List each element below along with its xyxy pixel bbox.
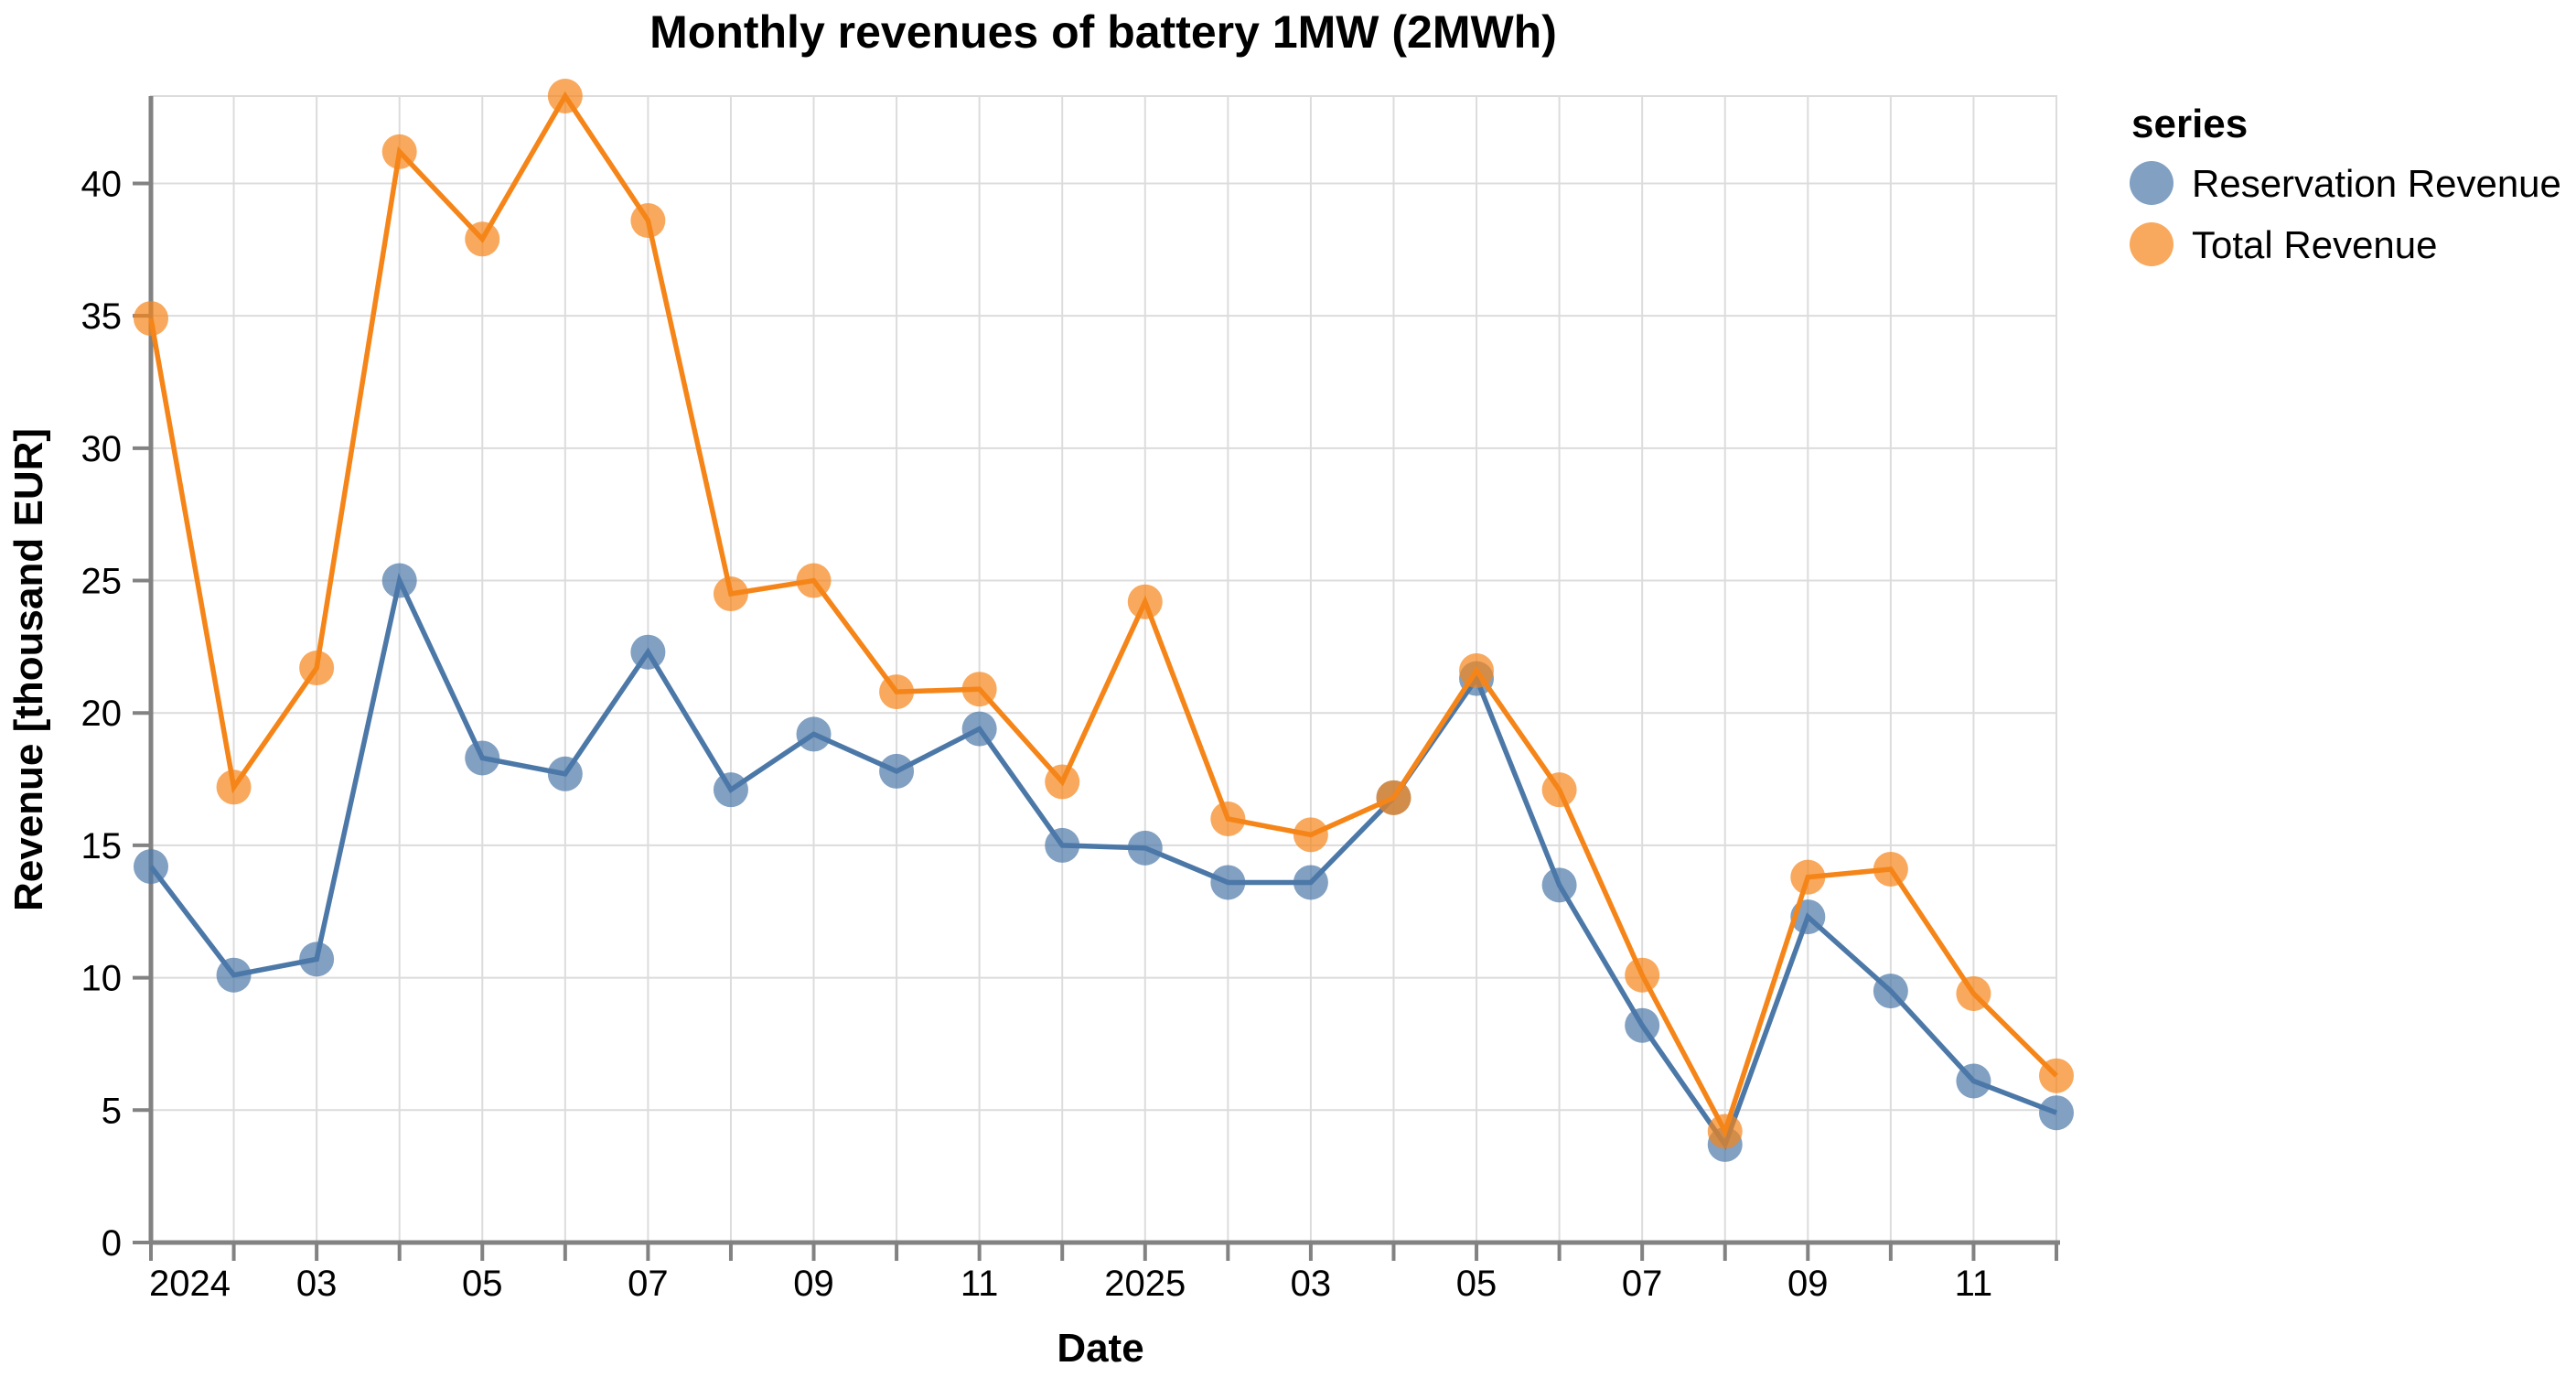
gridlines [150,96,2057,1243]
data-point [1376,780,1411,815]
data-point [1045,764,1080,800]
data-point [1707,1114,1743,1149]
y-tick-label: 15 [81,826,123,866]
y-tick-label: 35 [81,296,123,337]
data-point [1459,652,1495,688]
legend-swatch [2130,161,2174,205]
data-point [1210,865,1246,900]
data-point [2039,1058,2074,1093]
x-tick-label: 2024 [149,1264,231,1304]
data-point [299,651,335,686]
y-tick-label: 5 [102,1091,122,1131]
legend: series Reservation Revenue Total Revenue [2130,102,2561,266]
data-point [134,849,168,885]
legend-entry: Total Revenue [2130,222,2438,266]
legend-entry: Reservation Revenue [2130,161,2561,205]
data-point [1625,957,1660,993]
data-point [1541,772,1577,808]
x-tick-label: 11 [1955,1264,1993,1304]
data-point [961,672,997,707]
plot-border-rect [150,95,2057,1243]
x-tick-label: 05 [1456,1264,1497,1304]
data-point [381,563,417,598]
y-tick-label: 0 [102,1223,122,1264]
data-point [796,563,832,598]
data-point [1210,801,1246,836]
x-axis-title: Date [1057,1326,1143,1371]
series-line-total-revenue [148,91,2058,1138]
data-point [299,941,335,977]
data-point [879,753,915,789]
data-point [713,576,748,612]
data-point [547,79,583,113]
data-point [713,772,748,808]
data-point [879,674,915,710]
y-tick-label: 40 [81,164,123,204]
data-point [381,134,417,169]
data-point [547,756,583,791]
series-line-reservation-revenue [148,573,2057,1150]
data-point [1873,851,1908,887]
legend-title: series [2131,102,2248,146]
data-point [216,957,252,993]
chart-title: Monthly revenues of battery 1MW (2MWh) [649,6,1557,58]
y-tick-label: 20 [81,694,123,734]
x-tick-label: 07 [1622,1264,1663,1304]
x-tick-label: 07 [628,1264,669,1304]
data-point [1956,975,1991,1011]
x-tick-label: 05 [462,1264,503,1304]
series-layer [134,79,2074,1162]
y-tick-label: 25 [81,562,123,602]
y-tick-label: 30 [81,429,123,469]
legend-label: Reservation Revenue [2192,162,2561,205]
data-point [216,769,252,805]
plot-border [150,95,2057,1243]
x-tick-label: 09 [1787,1264,1829,1304]
x-tick-label: 09 [793,1264,834,1304]
data-point [1541,867,1577,903]
data-point [1127,584,1163,619]
data-point [630,634,666,670]
data-point [1293,865,1328,900]
y-tick-label: 10 [81,959,123,999]
data-point [1625,1007,1660,1043]
data-point [1045,827,1080,863]
data-point [134,301,168,337]
x-tick-label: 03 [1291,1264,1332,1304]
x-tick-label: 03 [296,1264,338,1304]
data-point [2039,1095,2074,1131]
data-point [630,203,666,239]
data-point [1873,974,1908,1009]
legend-swatch [2130,222,2174,266]
y-axis-title: Revenue [thousand EUR] [6,428,51,911]
data-point [1790,859,1826,895]
x-tick-label: 11 [961,1264,999,1304]
data-point [961,711,997,747]
data-point [465,740,500,776]
data-point [1956,1063,1991,1099]
legend-label: Total Revenue [2192,223,2438,266]
data-point [1293,817,1328,853]
x-tick-label: 2025 [1104,1264,1186,1304]
data-point [796,716,832,752]
data-point [1127,830,1163,866]
data-point [465,221,500,257]
